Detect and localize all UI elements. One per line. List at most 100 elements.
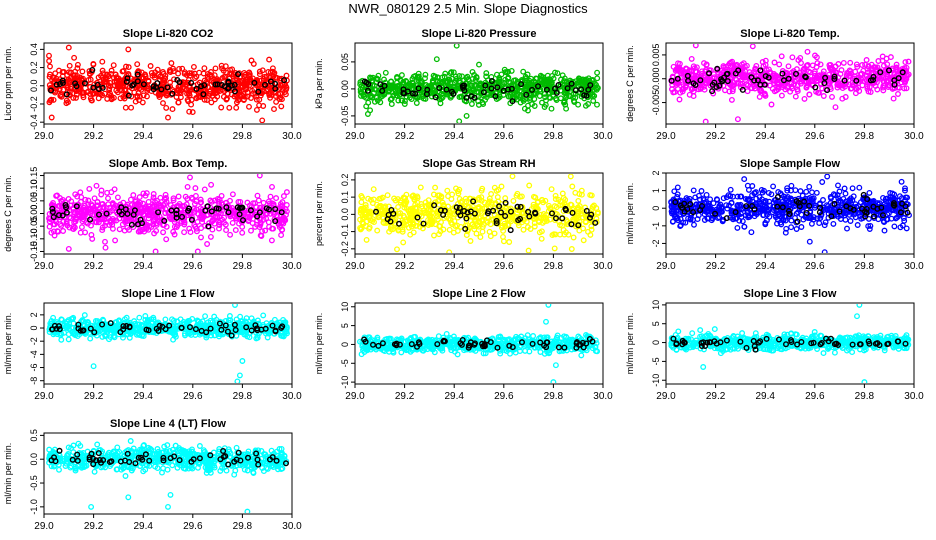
data-point <box>389 89 396 96</box>
data-point <box>669 218 676 225</box>
data-point <box>73 94 79 101</box>
data-point <box>381 220 388 227</box>
data-point <box>830 191 837 198</box>
data-point <box>734 224 741 231</box>
data-point <box>399 97 406 104</box>
data-point <box>835 82 842 89</box>
data-point <box>397 197 404 204</box>
reference-point <box>251 79 258 86</box>
data-point <box>276 224 283 231</box>
data-point <box>769 85 776 92</box>
data-point <box>874 86 881 93</box>
y-axis-label: kPa per min. <box>314 58 324 109</box>
data-point <box>91 207 97 214</box>
outlier-point <box>898 178 905 185</box>
data-point <box>112 71 119 78</box>
data-point <box>249 220 256 227</box>
data-point <box>235 85 242 92</box>
data-point <box>105 195 111 202</box>
data-point <box>465 204 472 211</box>
data-point <box>588 223 595 230</box>
reference-point <box>225 79 232 86</box>
x-tick-label: 30.0 <box>282 391 302 402</box>
data-point <box>810 214 817 221</box>
data-point <box>764 208 771 215</box>
data-point <box>108 67 115 74</box>
data-point <box>127 196 134 203</box>
data-point <box>369 218 376 225</box>
reference-point <box>377 81 384 88</box>
data-point <box>399 217 406 224</box>
data-point <box>89 235 96 242</box>
data-point <box>76 208 83 215</box>
x-tick-label: 29.2 <box>395 131 415 142</box>
outlier-point <box>567 174 574 180</box>
y-tick-label: -8 <box>29 377 39 385</box>
data-point <box>170 228 177 235</box>
data-point <box>770 183 777 190</box>
data-point <box>125 64 132 71</box>
data-point <box>187 229 194 236</box>
data-point <box>726 202 733 209</box>
reference-point <box>748 74 755 81</box>
y-tick-label: -4 <box>29 350 39 358</box>
x-tick-label: 30.0 <box>282 131 302 142</box>
reference-point <box>57 80 64 87</box>
reference-point <box>480 89 487 96</box>
plot-title: Slope Line 1 Flow <box>122 288 215 300</box>
reference-point <box>714 65 721 72</box>
data-point <box>374 97 381 104</box>
data-point <box>366 225 373 232</box>
reference-point <box>723 215 730 222</box>
data-point <box>431 74 438 81</box>
data-point <box>79 68 86 75</box>
data-point <box>189 109 196 116</box>
reference-point <box>555 81 562 88</box>
data-point <box>170 197 177 204</box>
data-point <box>246 215 253 222</box>
data-point <box>177 219 184 226</box>
data-point <box>406 94 413 101</box>
data-point <box>386 228 393 235</box>
x-tick-label: 29.8 <box>233 391 253 402</box>
data-point <box>407 231 414 238</box>
data-point <box>736 217 743 224</box>
reference-point <box>803 209 810 216</box>
data-point <box>157 202 164 209</box>
reference-point <box>514 203 521 210</box>
data-point <box>776 61 783 68</box>
data-point <box>820 197 826 203</box>
data-point <box>841 83 848 90</box>
reference-point <box>864 196 871 203</box>
data-point <box>671 211 678 218</box>
reference-point <box>415 85 422 92</box>
data-point <box>186 108 193 115</box>
data-point <box>525 102 531 109</box>
data-point <box>273 98 280 105</box>
reference-point <box>535 83 542 90</box>
data-point <box>674 214 681 221</box>
data-point <box>414 193 421 200</box>
data-point <box>283 202 290 208</box>
data-point <box>821 222 828 229</box>
data-point <box>56 67 62 74</box>
data-point <box>760 212 767 219</box>
data-point <box>95 219 102 226</box>
data-point <box>842 190 849 197</box>
x-tick-label: 29.2 <box>706 131 726 142</box>
outlier-point <box>456 118 463 123</box>
data-point <box>163 104 170 111</box>
data-point <box>803 63 810 69</box>
data-point <box>828 206 835 213</box>
data-point <box>91 195 98 202</box>
data-point <box>212 65 219 72</box>
data-point <box>256 224 263 231</box>
data-point <box>719 218 726 225</box>
reference-point <box>463 94 470 101</box>
x-tick-label: 30.0 <box>282 261 302 272</box>
data-point <box>839 95 846 102</box>
data-point <box>815 89 821 96</box>
data-point <box>399 228 406 235</box>
data-point <box>785 63 792 70</box>
data-point <box>265 68 272 75</box>
